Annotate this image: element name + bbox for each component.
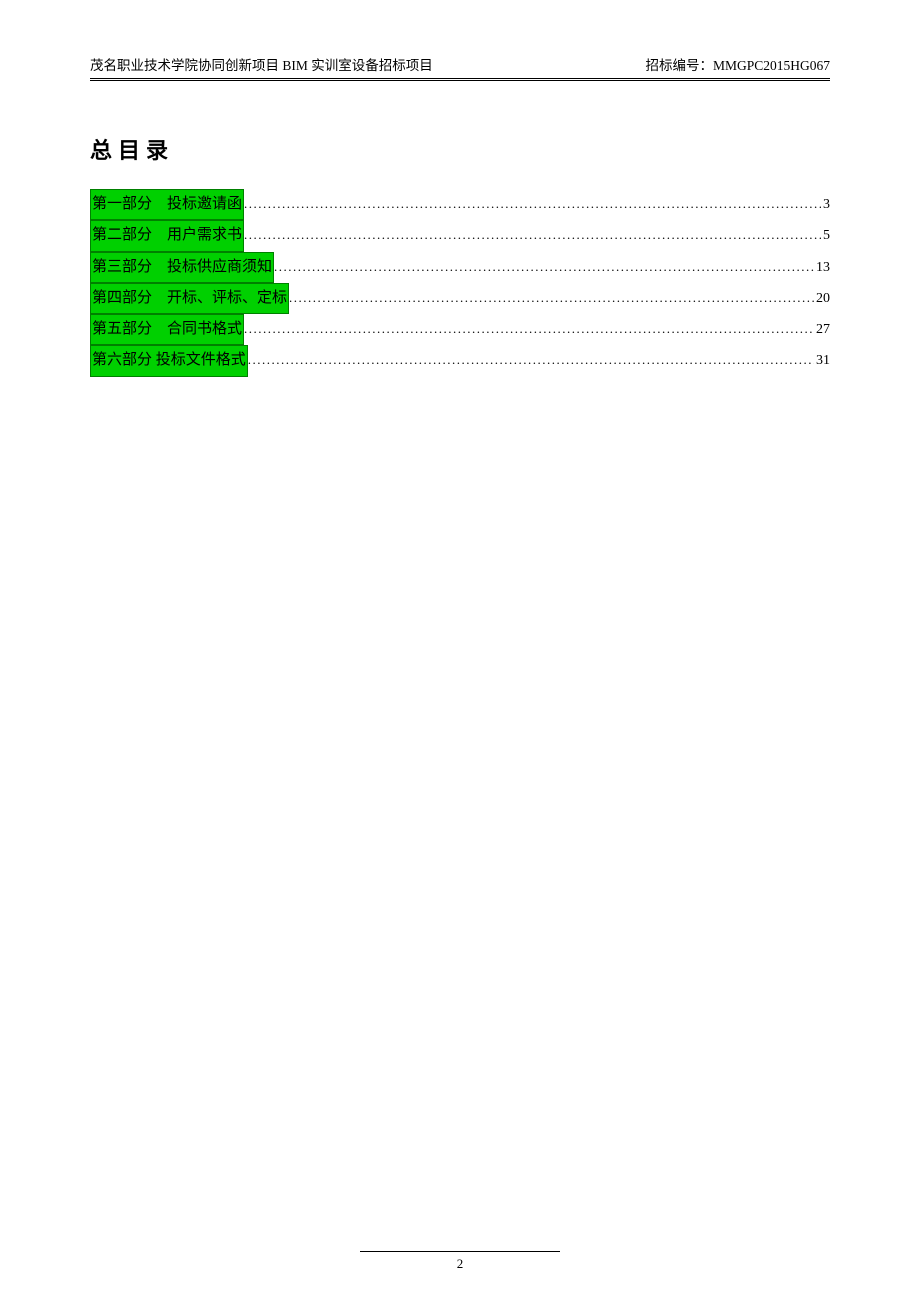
header-bid-label: 招标编号：: [645, 58, 713, 73]
header-bid-number: 招标编号：MMGPC2015HG067: [645, 54, 830, 74]
toc-leader-dots: [274, 253, 814, 282]
toc-entry[interactable]: 第二部分 用户需求书 5: [90, 220, 830, 251]
toc-entry[interactable]: 第三部分 投标供应商须知 13: [90, 252, 830, 283]
toc-entry-label: 第三部分 投标供应商须知: [90, 252, 274, 283]
toc-page-number: 31: [814, 347, 830, 374]
table-of-contents: 第一部分 投标邀请函 3 第二部分 用户需求书 5 第三部分 投标供应商须知 1…: [90, 189, 830, 377]
toc-entry-label: 第一部分 投标邀请函: [90, 189, 244, 220]
toc-leader-dots: [248, 346, 814, 375]
toc-page-number: 13: [814, 254, 830, 281]
header-project-title: 茂名职业技术学院协同创新项目 BIM 实训室设备招标项目: [90, 54, 433, 74]
toc-entry-label: 第二部分 用户需求书: [90, 220, 244, 251]
page-header: 茂名职业技术学院协同创新项目 BIM 实训室设备招标项目 招标编号：MMGPC2…: [90, 54, 830, 79]
toc-page-number: 20: [814, 285, 830, 312]
toc-entry[interactable]: 第一部分 投标邀请函 3: [90, 189, 830, 220]
toc-leader-dots: [244, 190, 821, 219]
toc-entry[interactable]: 第五部分 合同书格式 27: [90, 314, 830, 345]
toc-page-number: 3: [821, 191, 830, 218]
document-page: 茂名职业技术学院协同创新项目 BIM 实训室设备招标项目 招标编号：MMGPC2…: [0, 0, 920, 1302]
toc-title: 总目录: [90, 133, 830, 165]
page-footer: 2: [0, 1251, 920, 1272]
toc-entry-label: 第六部分 投标文件格式: [90, 345, 248, 376]
footer-divider: [360, 1251, 560, 1252]
toc-page-number: 27: [814, 316, 830, 343]
toc-leader-dots: [244, 315, 814, 344]
toc-entry-label: 第五部分 合同书格式: [90, 314, 244, 345]
toc-leader-dots: [289, 284, 814, 313]
toc-entry[interactable]: 第六部分 投标文件格式 31: [90, 345, 830, 376]
toc-entry-label: 第四部分 开标、评标、定标: [90, 283, 289, 314]
toc-page-number: 5: [821, 222, 830, 249]
toc-entry[interactable]: 第四部分 开标、评标、定标 20: [90, 283, 830, 314]
header-bid-code: MMGPC2015HG067: [713, 58, 830, 73]
toc-leader-dots: [244, 221, 821, 250]
footer-page-number: 2: [457, 1256, 464, 1271]
